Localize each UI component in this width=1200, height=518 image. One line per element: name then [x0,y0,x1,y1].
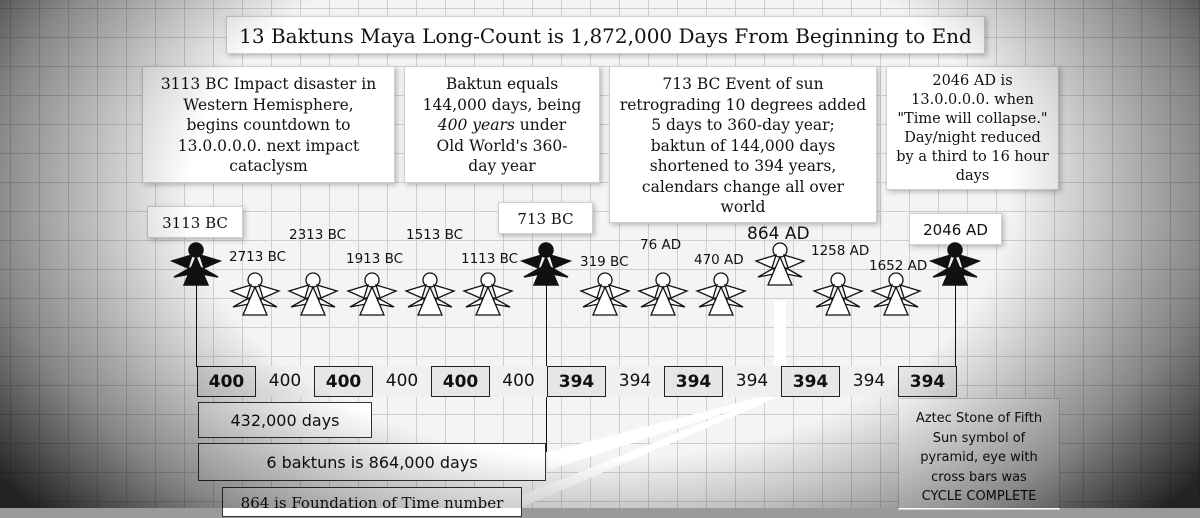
segment-3: 400 [314,366,373,397]
segment-11: 394 [781,366,840,397]
figure-light-1652 [871,272,921,316]
segment-10: 394 [723,366,781,397]
figure-light-470 [696,272,746,316]
figure-dark-2046 [930,242,980,286]
segment-8: 394 [606,366,664,397]
figure-light-2313 [288,272,338,316]
figure-light-1258 [813,272,863,316]
segment-5: 400 [431,366,490,397]
segment-4: 400 [373,366,431,397]
figure-light-864 [755,242,805,286]
segment-6: 400 [490,366,547,397]
days-864000-box: 6 baktuns is 864,000 days [198,443,546,481]
figure-dark-713 [521,242,571,286]
figure-light-1113 [463,272,513,316]
segment-9: 394 [664,366,723,397]
figure-light-76 [638,272,688,316]
note-aztec-stone: Aztec Stone of Fifth Sun symbol of pyram… [898,398,1060,510]
figure-light-1513 [405,272,455,316]
figure-light-1913 [347,272,397,316]
figure-dark-3113 [171,242,221,286]
segment-1: 400 [197,366,256,397]
segment-7: 394 [547,366,606,397]
segment-2: 400 [256,366,314,397]
segment-13: 394 [898,366,957,397]
figure-light-2713 [230,272,280,316]
days-432000-box: 432,000 days [198,402,372,438]
foundation-of-time-box: 864 is Foundation of Time number [222,487,522,517]
figure-light-319 [580,272,630,316]
segment-12: 394 [840,366,898,397]
